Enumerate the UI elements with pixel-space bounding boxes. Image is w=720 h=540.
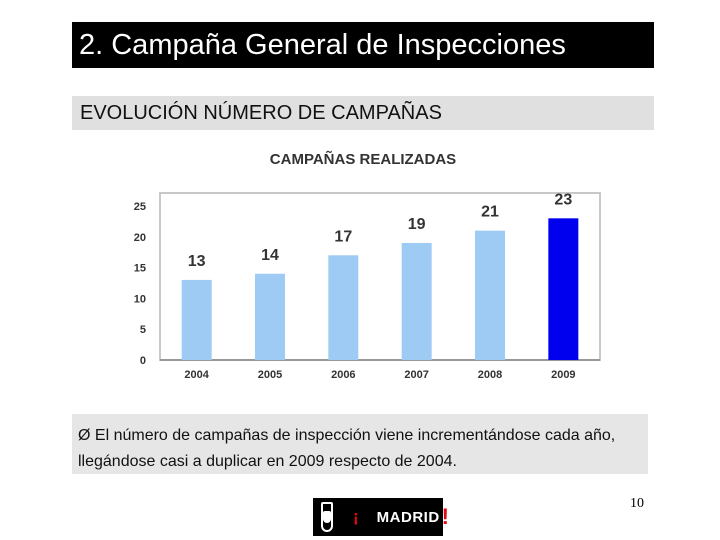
x-tick-label-2004: 2004	[184, 369, 209, 381]
value-label-2009: 23	[554, 191, 572, 208]
bar-2005	[255, 273, 285, 360]
x-tick-label-2005: 2005	[258, 369, 282, 381]
x-axis-ticks: 2004 2005 2006 2007 2008 2009	[184, 369, 575, 381]
madrid-logo: ¡ MADRID !	[313, 498, 449, 536]
x-tick-label-2008: 2008	[478, 369, 502, 381]
value-label-2004: 13	[188, 253, 206, 270]
value-label-2008: 21	[481, 204, 499, 221]
logo-text: MADRID	[376, 508, 440, 526]
bar-2009	[548, 218, 579, 360]
y-tick-label: 20	[134, 232, 146, 244]
logo-close-mark: !	[441, 504, 449, 529]
y-tick-label: 10	[134, 293, 146, 305]
chart-title: CAMPAÑAS REALIZADAS	[270, 150, 456, 168]
x-tick-label-2006: 2006	[331, 369, 355, 381]
section-subtitle: EVOLUCIÓN NÚMERO DE CAMPAÑAS	[72, 96, 654, 130]
bar-2006	[328, 255, 359, 360]
crest-icon	[321, 502, 333, 532]
bar-2004	[181, 279, 212, 360]
bar-chart: CAMPAÑAS REALIZADAS 0 5 10 15 20 25 13 14 17 19 2…	[134, 150, 601, 381]
y-tick-label: 5	[140, 324, 146, 336]
y-axis-ticks: 0 5 10 15 20 25	[134, 201, 146, 367]
logo-open-mark: ¡	[353, 507, 359, 526]
arrow-bullet-icon: Ø	[78, 427, 91, 444]
y-tick-label: 15	[134, 263, 146, 275]
bar-2008	[475, 230, 505, 360]
slide-title: 2. Campaña General de Inspecciones	[72, 22, 654, 68]
x-tick-label-2009: 2009	[551, 369, 575, 381]
value-label-2005: 14	[261, 247, 279, 264]
note-text: El número de campañas de inspección vien…	[78, 427, 616, 470]
value-label-2006: 17	[334, 228, 352, 245]
page-number: 10	[630, 496, 644, 511]
y-tick-label: 25	[134, 201, 146, 213]
bars	[181, 218, 579, 360]
value-labels: 13 14 17 19 21 23	[188, 191, 573, 270]
x-tick-label-2007: 2007	[404, 369, 428, 381]
y-tick-label: 0	[140, 355, 146, 367]
bar-2007	[401, 242, 432, 360]
value-label-2007: 19	[408, 216, 426, 233]
note-box: Ø El número de campañas de inspección vi…	[72, 414, 648, 474]
plot-frame	[159, 192, 601, 361]
